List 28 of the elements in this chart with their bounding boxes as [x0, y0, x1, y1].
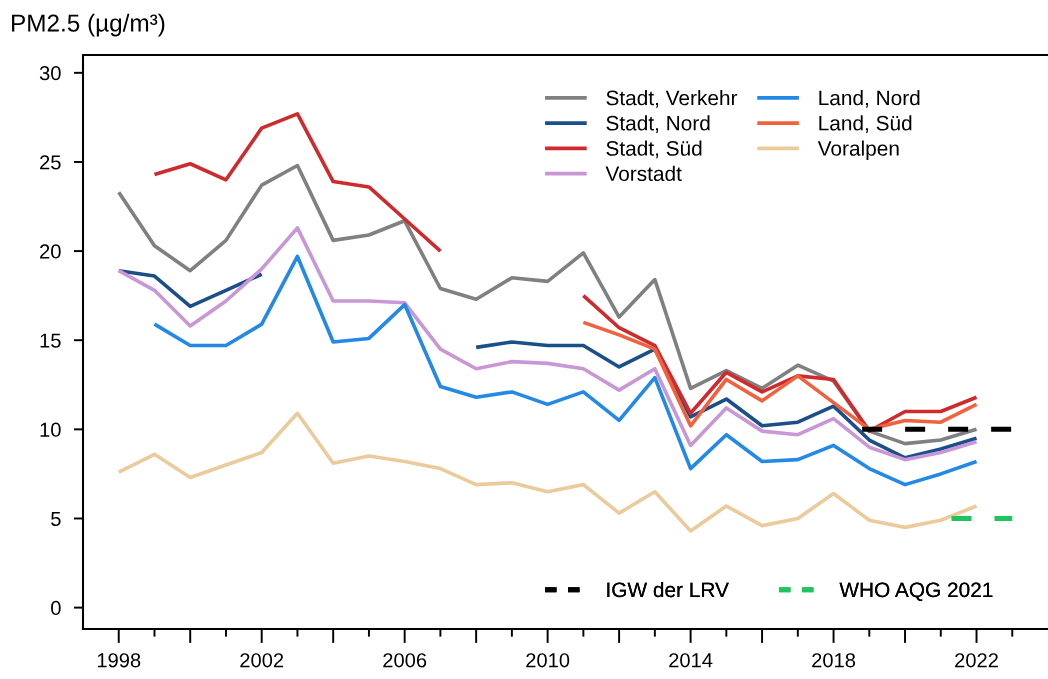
y-axis-title: PM2.5 (µg/m³)	[12, 13, 165, 37]
y-tick-label: 5	[51, 511, 61, 526]
legend-label: Land, Nord	[819, 90, 920, 108]
legend-label: Land, Süd	[819, 115, 912, 134]
y-tick-label: 10	[40, 422, 61, 437]
legend-label: Vorstadt	[605, 165, 682, 182]
line-series	[116, 226, 979, 462]
y-tick-label: 20	[40, 244, 61, 259]
x-tick-label: 2014	[669, 653, 713, 668]
line-series	[116, 411, 979, 533]
x-tick-label: 2006	[383, 653, 427, 668]
line-series	[116, 163, 979, 446]
line-series	[152, 254, 979, 487]
legend-label: Stadt, Nord	[606, 115, 710, 134]
y-tick-label: 30	[39, 66, 61, 81]
y-tick-label: 15	[40, 333, 61, 348]
x-tick-label: 2018	[812, 653, 856, 668]
legend-label: Voralpen	[817, 140, 899, 160]
legend-label: Stadt, Verkehr	[606, 90, 738, 108]
x-tick-label: 2022	[955, 653, 998, 668]
y-tick-label: 25	[40, 155, 61, 170]
y-tick-label: 0	[51, 600, 61, 616]
legend-label: WHO AQG 2021	[839, 582, 993, 601]
x-tick-label: 2010	[526, 653, 570, 668]
x-tick-label: 1998	[97, 653, 141, 668]
legend-label: Stadt, Süd	[606, 140, 702, 159]
legend-label: IGW der LRV	[607, 581, 729, 598]
x-tick-label: 2002	[240, 653, 284, 668]
